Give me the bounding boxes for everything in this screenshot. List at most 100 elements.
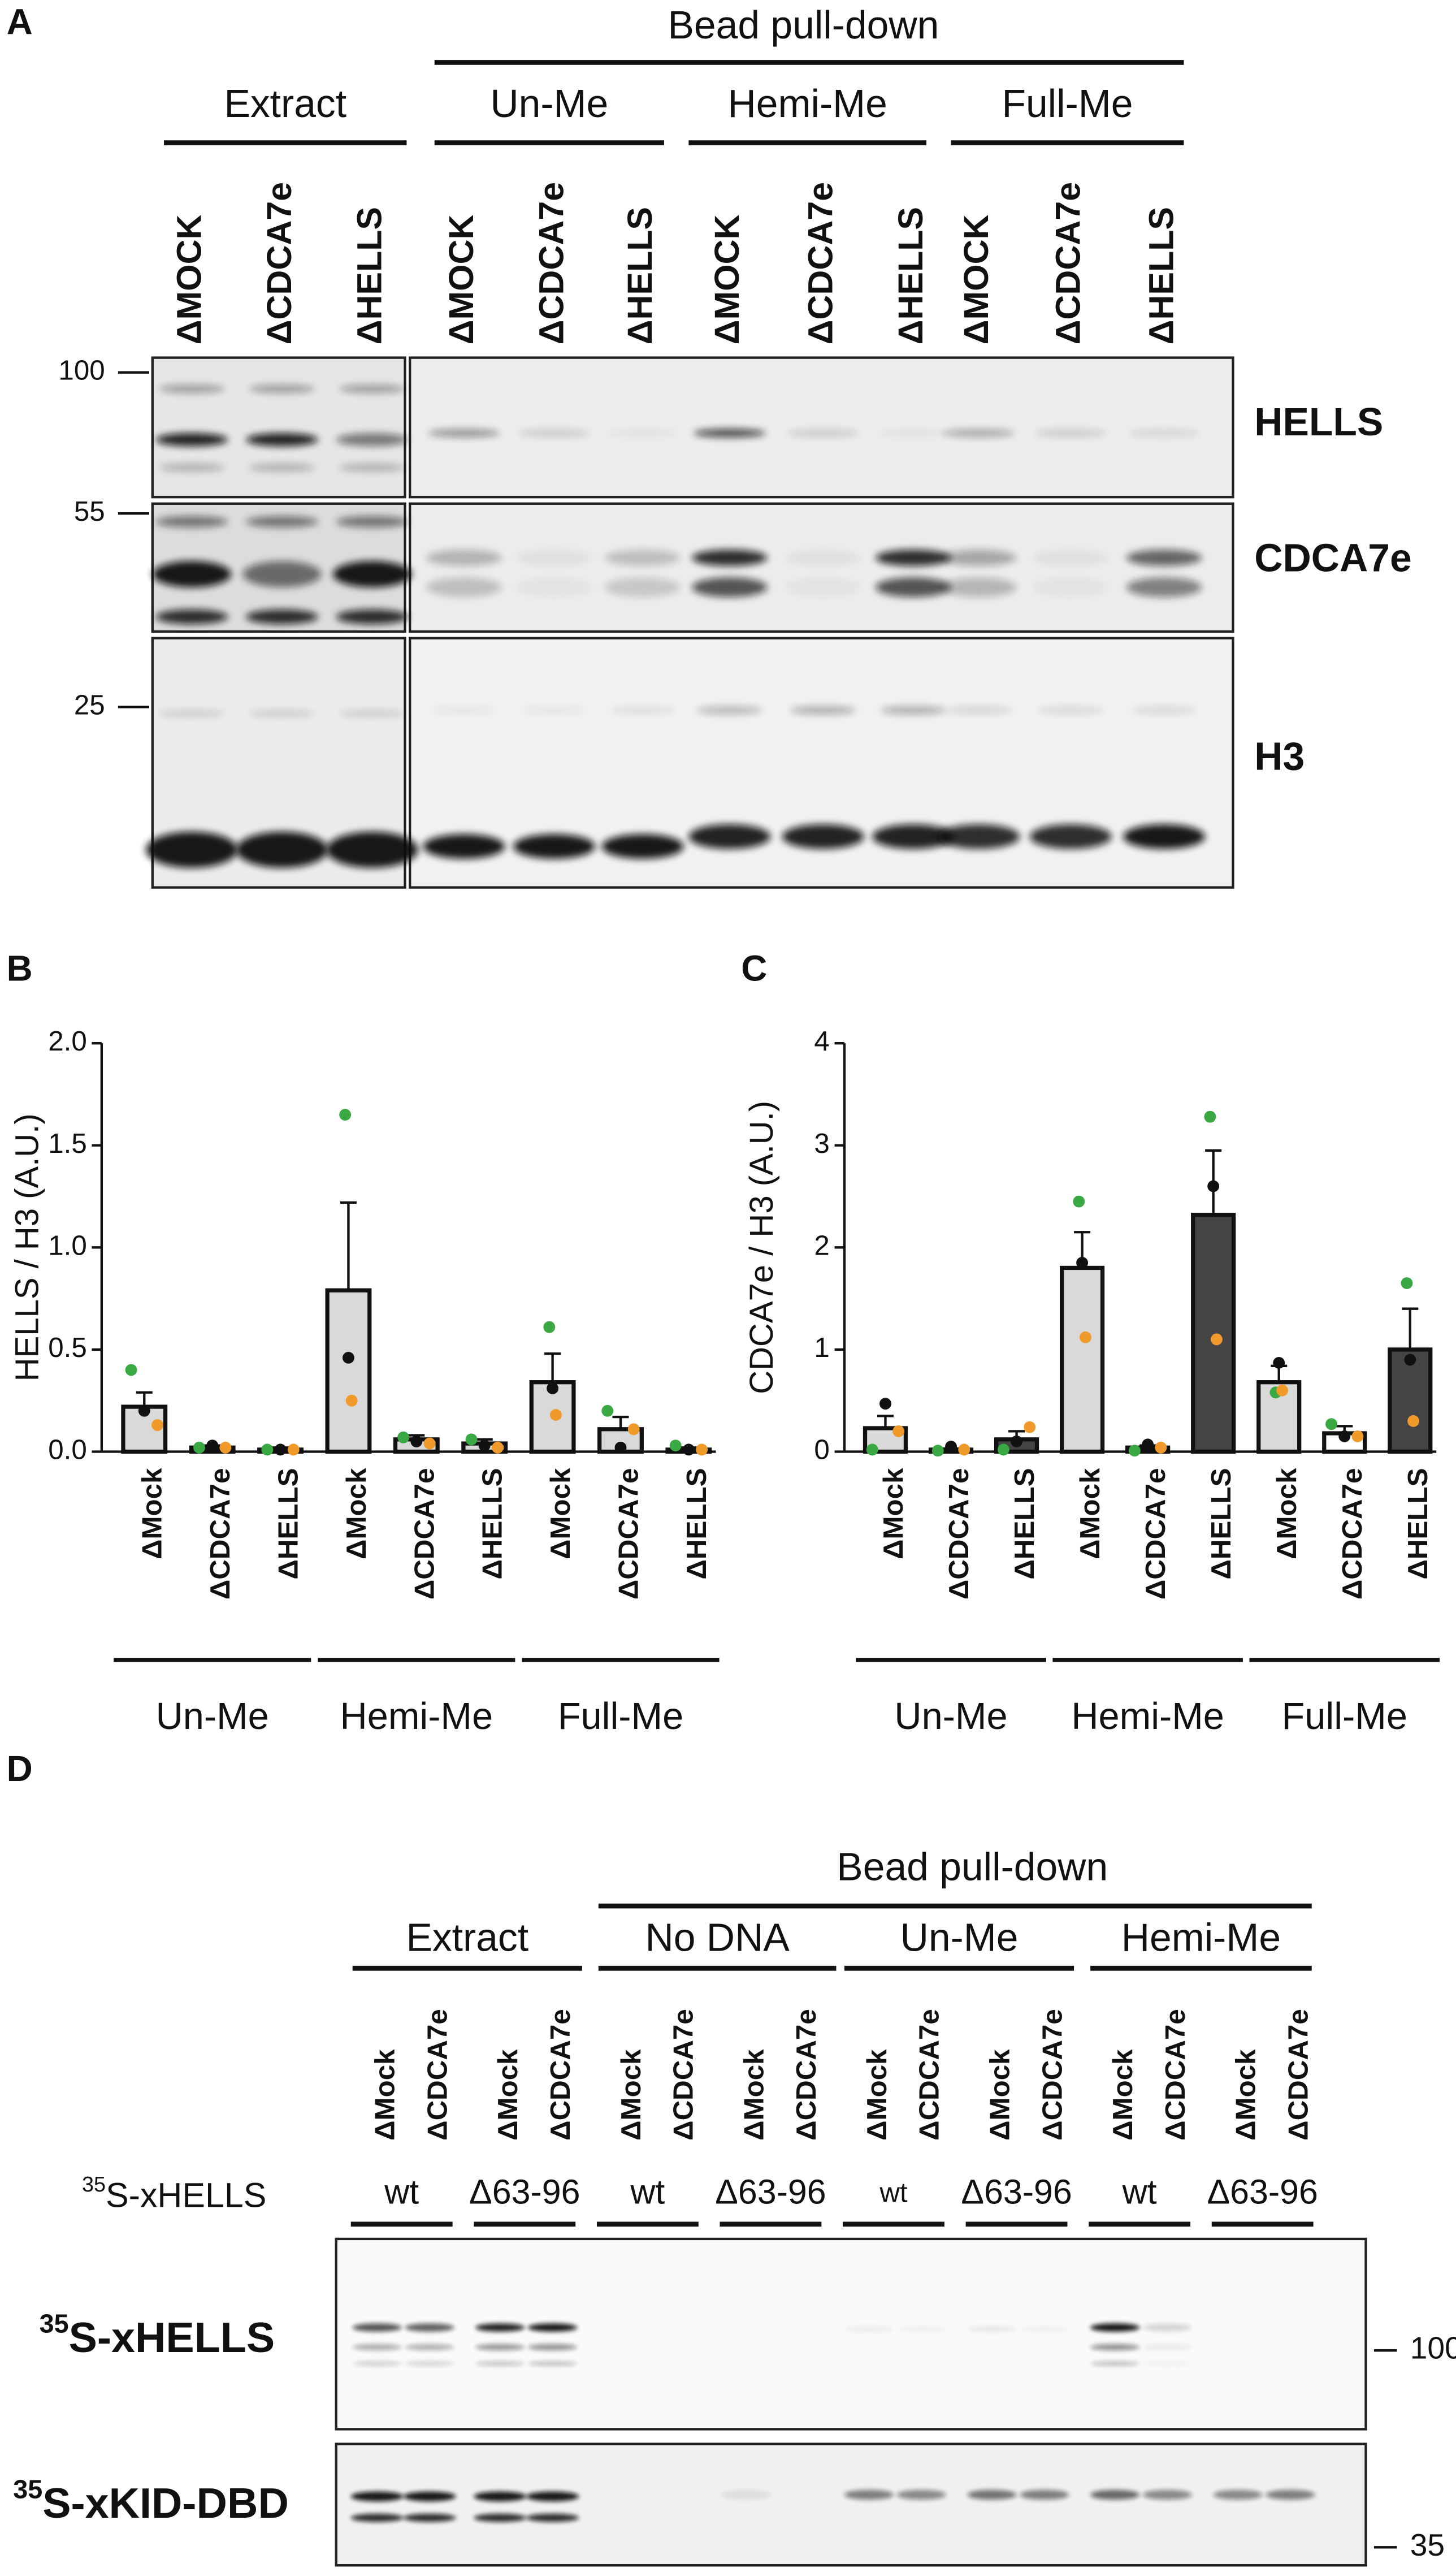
- band: [246, 516, 318, 528]
- band: [513, 834, 596, 859]
- x-tick-label: ΔMock: [1074, 1468, 1106, 1559]
- data-point: [491, 1441, 504, 1454]
- band: [152, 561, 232, 587]
- y-tick-label: 4: [814, 1026, 829, 1057]
- band: [790, 706, 856, 715]
- x-tick-label: ΔMock: [545, 1468, 576, 1559]
- band: [339, 384, 405, 393]
- blots-d: [335, 2237, 1367, 2567]
- band: [246, 433, 318, 447]
- data-point: [1024, 1421, 1036, 1433]
- data-point: [549, 1409, 562, 1421]
- genotype-label: Δ63-96: [1207, 2173, 1318, 2211]
- data-point: [219, 1441, 232, 1454]
- band: [605, 549, 681, 567]
- x-tick-label: ΔHELLS: [1402, 1468, 1433, 1580]
- group-label: Hemi-Me: [1121, 1915, 1281, 1959]
- x-tick-label: ΔHELLS: [477, 1468, 508, 1580]
- band: [352, 2344, 402, 2351]
- band: [1020, 2489, 1069, 2500]
- x-tick-label: ΔMock: [137, 1468, 168, 1559]
- band: [426, 577, 502, 598]
- band: [339, 463, 405, 472]
- band: [405, 2361, 454, 2366]
- band: [159, 463, 225, 472]
- lane-label: ΔHELLS: [621, 207, 659, 344]
- construct-label-text: S-xHELLS: [106, 2176, 266, 2214]
- data-point: [261, 1443, 274, 1456]
- band: [423, 834, 505, 859]
- data-point: [345, 1394, 358, 1407]
- lane-label: ΔMock: [861, 2049, 892, 2141]
- band: [155, 433, 228, 447]
- panel-label: A: [7, 2, 33, 42]
- band: [1126, 549, 1202, 567]
- lane-label: ΔCDCA7e: [914, 2009, 945, 2141]
- data-point: [1076, 1256, 1089, 1269]
- lane-label: ΔMock: [984, 2049, 1015, 2141]
- data-point: [274, 1443, 287, 1456]
- x-tick-label: ΔCDCA7e: [613, 1468, 644, 1600]
- blot-box: [151, 356, 406, 499]
- band: [352, 2361, 402, 2366]
- band: [350, 2513, 404, 2522]
- genotype-label: Δ63-96: [715, 2173, 826, 2211]
- band: [405, 2344, 454, 2351]
- blot-box: [335, 2443, 1367, 2567]
- lane-label: ΔHELLS: [350, 207, 389, 344]
- band: [332, 561, 412, 587]
- band: [1034, 429, 1107, 438]
- marker-label: 35: [1410, 2527, 1445, 2562]
- x-tick-label: ΔHELLS: [681, 1468, 712, 1580]
- band: [896, 2489, 946, 2500]
- data-point: [1404, 1354, 1416, 1366]
- data-point: [410, 1435, 423, 1447]
- data-point: [397, 1431, 410, 1443]
- band: [431, 706, 497, 715]
- data-point: [151, 1419, 163, 1431]
- data-point: [206, 1440, 219, 1452]
- band: [876, 549, 951, 567]
- lane-label: ΔMock: [1107, 2049, 1138, 2141]
- data-point: [1207, 1180, 1220, 1192]
- blot-box: [335, 2237, 1367, 2431]
- band: [967, 2325, 1017, 2333]
- band: [1090, 2344, 1140, 2351]
- band: [606, 429, 679, 438]
- band: [249, 710, 315, 717]
- data-point: [1204, 1110, 1216, 1123]
- lane-label: ΔCDCA7e: [1282, 2009, 1314, 2141]
- group-label: Extract: [224, 81, 346, 126]
- band: [785, 577, 861, 598]
- group-label: Hemi-Me: [728, 81, 887, 126]
- data-point: [478, 1440, 491, 1452]
- band: [518, 429, 591, 438]
- data-point: [879, 1398, 891, 1410]
- data-point: [1276, 1384, 1288, 1397]
- lane-label: ΔCDCA7e: [791, 2009, 822, 2141]
- band: [941, 577, 1017, 598]
- construct-label: 35S-xHELLS: [82, 2173, 266, 2214]
- data-point: [547, 1382, 559, 1394]
- band: [1213, 2489, 1263, 2500]
- band: [242, 561, 322, 587]
- band: [1020, 2325, 1069, 2333]
- data-point: [997, 1443, 1009, 1456]
- x-tick-label: ΔMock: [341, 1468, 372, 1559]
- group-label: Extract: [406, 1915, 528, 1959]
- x-tick-label: ΔCDCA7e: [943, 1468, 974, 1600]
- band: [528, 2361, 578, 2366]
- blot-label: HELLS: [1254, 400, 1383, 444]
- band: [326, 831, 418, 868]
- band: [876, 577, 951, 598]
- blot-label: 35S-xHELLS: [40, 2309, 275, 2361]
- data-point: [342, 1351, 354, 1364]
- band: [967, 2489, 1017, 2500]
- blot-label: 35S-xKID-DBD: [13, 2475, 289, 2527]
- x-tick-label: ΔCDCA7e: [409, 1468, 440, 1600]
- lane-label: ΔCDCA7e: [260, 182, 298, 344]
- data-point: [669, 1440, 682, 1452]
- group-label: Full-Me: [1282, 1696, 1407, 1737]
- band: [1033, 577, 1109, 598]
